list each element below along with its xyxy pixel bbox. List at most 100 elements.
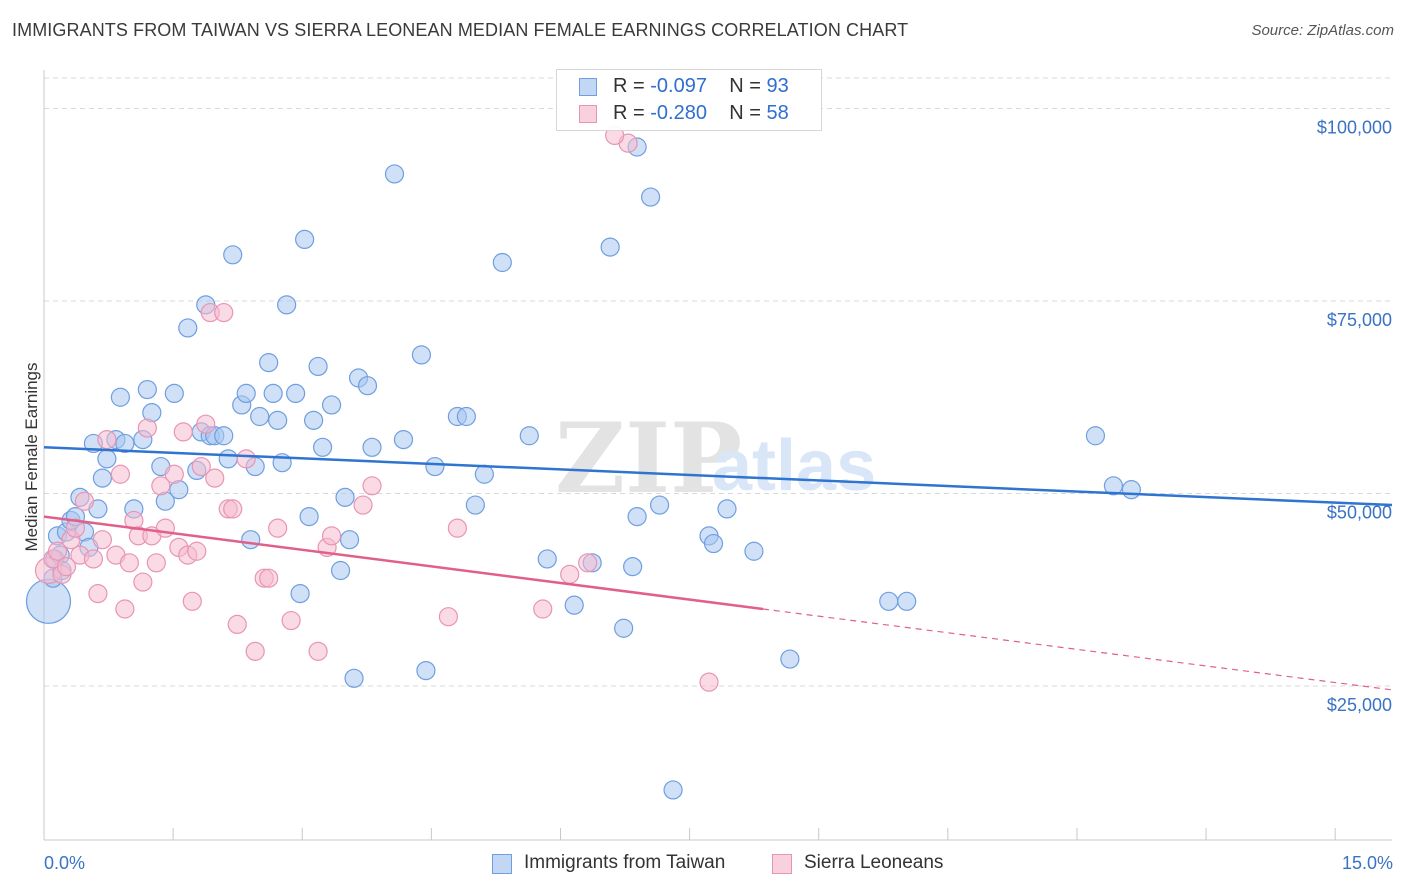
taiwan-point [384,164,405,184]
sierra-point [146,553,166,573]
sierra-point [191,456,211,477]
legend-n-label: N = [729,75,767,97]
watermark-zip: ZIP [555,402,742,515]
sierra-point [227,614,247,635]
sierra-point [119,553,139,573]
taiwan-point [110,387,130,407]
taiwan-point [744,541,764,561]
taiwan-point [640,187,661,207]
chart-source: Source: ZipAtlas.com [1251,22,1394,39]
taiwan-point [600,237,620,257]
chart-title: IMMIGRANTS FROM TAIWAN VS SIERRA LEONEAN… [12,20,909,40]
y-tick-label: $100,000 [1317,118,1392,138]
sierra-point [223,499,243,519]
taiwan-point [879,591,899,611]
watermark: ZIP atlas [555,402,876,515]
sierra-point [151,476,171,496]
taiwan-point [492,252,512,273]
taiwan-point [223,245,243,265]
taiwan-point [1103,476,1124,496]
sierra-point [362,476,382,496]
taiwan-point [263,383,283,403]
sierra-point [155,518,175,538]
bottom-legend-swatch-pink [772,854,792,874]
stats-legend: R = -0.097 N = 93 R = -0.280 N = 58 [556,69,822,131]
legend-swatch-pink [579,105,597,123]
sierra-point [56,557,77,577]
sierra-point [578,553,598,573]
watermark-atlas: atlas [712,426,876,506]
sierra-point [281,610,301,631]
x-tick-label: 0.0% [44,853,85,873]
taiwan-point [649,495,670,515]
y-tick-label: $75,000 [1327,310,1392,330]
taiwan-point [474,464,494,484]
sierra-point [110,464,130,484]
taiwan-point [137,379,157,400]
sierra-point [187,541,207,561]
taiwan-point [178,318,198,338]
legend-r-value: -0.280 [650,102,707,124]
y-tick-label: $50,000 [1327,503,1392,523]
legend-r-label: R = [613,75,651,97]
legend-swatch-blue [579,78,597,96]
taiwan-point [259,353,279,373]
sierra-point [83,549,104,569]
sierra-point [268,518,288,538]
sierra-point [236,449,256,469]
taiwan-point [663,780,683,800]
sierra-point [115,599,135,619]
sierra-point [353,495,373,515]
sierra-trend-extension [762,608,1393,691]
legend-n-value: 93 [766,75,789,97]
taiwan-point [614,618,634,638]
taiwan-point [308,356,328,377]
sierra-point [560,564,580,584]
taiwan-point [717,499,737,519]
taiwan-point [312,437,333,457]
sierra-point [196,414,216,434]
taiwan-point [250,406,270,427]
taiwan-point [299,506,319,527]
taiwan-point [627,506,647,527]
axis-layer [43,70,1392,841]
sierra-point [47,541,68,561]
taiwan-point [416,660,436,681]
taiwan-point [92,468,113,488]
sierra-point [74,491,95,511]
taiwan-point [357,376,378,396]
sierra-trend-line [43,515,764,611]
taiwan-point [425,456,445,477]
bottom-legend-label: Sierra Leoneans [804,852,944,873]
sierra-point [88,583,108,604]
sierra-point [259,568,279,588]
sierra-point [133,572,153,592]
taiwan-point [321,395,342,415]
points-layer [25,125,1141,800]
sierra-point [438,607,458,627]
taiwan-point [236,383,256,403]
sierra-point [205,468,225,488]
trend-layer [43,446,1393,691]
taiwan-point [218,449,238,469]
taiwan-point [897,591,917,611]
taiwan-point [537,549,557,569]
sierra-point [182,591,202,611]
sierra-point [447,518,467,538]
taiwan-point [277,295,297,315]
sierra-point [97,430,117,450]
taiwan-point [115,433,135,454]
taiwan-point [295,229,315,249]
sierra-point [164,464,184,484]
sierra-point [137,418,157,438]
taiwan-point [1085,426,1106,446]
taiwan-point [564,595,584,615]
legend-n-value: 58 [766,102,789,124]
taiwan-point [164,383,184,403]
taiwan-point [344,668,364,688]
y-axis-label: Median Female Earnings [22,363,41,552]
taiwan-point [780,649,800,669]
taiwan-point [330,560,351,581]
taiwan-point [465,495,485,515]
